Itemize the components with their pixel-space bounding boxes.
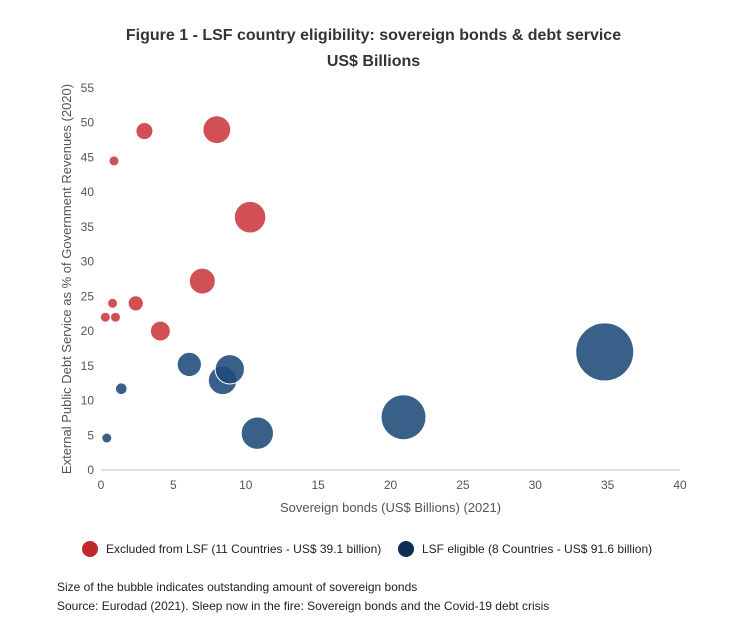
y-tick-label: 30 [81,255,95,269]
bubble [214,354,245,385]
bubble [575,322,635,382]
y-tick-label: 10 [81,394,95,408]
x-tick-label: 15 [311,478,325,492]
bubble [99,311,111,323]
legend-label-eligible: LSF eligible (8 Countries - US$ 91.6 bil… [422,542,653,556]
legend-label-excluded: Excluded from LSF (11 Countries - US$ 39… [106,542,382,556]
bubble [202,115,232,145]
y-tick-label: 40 [81,185,95,199]
y-tick-label: 55 [81,81,95,95]
bubble [149,320,171,342]
y-tick-label: 5 [87,428,94,442]
x-tick-label: 30 [529,478,543,492]
x-tick-label: 5 [170,478,177,492]
bubble-chart: 0 5 10 15 20 25 30 35 40 0 5 10 15 20 25 30 35 40 45 50 55 So… [59,81,687,515]
bubble [380,394,427,441]
footnote: Size of the bubble indicates outstanding… [57,580,418,594]
chart-subtitle: US$ Billions [326,53,421,70]
x-tick-label: 20 [384,478,398,492]
y-tick-label: 15 [81,359,95,373]
y-tick-label: 25 [81,289,95,303]
y-axis-title: External Public Debt Service as % of Gov… [59,84,74,474]
y-tick-label: 35 [81,220,95,234]
x-tick-label: 0 [98,478,105,492]
legend-marker-excluded [82,541,98,557]
bubble [127,295,144,312]
x-tick-label: 35 [601,478,615,492]
x-tick-label: 10 [239,478,253,492]
x-tick-label: 40 [673,478,687,492]
legend-item-eligible: LSF eligible (8 Countries - US$ 91.6 bil… [398,541,652,557]
legend-item-excluded: Excluded from LSF (11 Countries - US$ 39… [82,541,381,557]
source-note: Source: Eurodad (2021). Sleep now in the… [57,599,550,613]
bubble [240,416,274,450]
bubble [233,200,267,234]
y-tick-label: 45 [81,150,95,164]
x-axis-title: Sovereign bonds (US$ Billions) (2021) [280,500,501,515]
legend-marker-eligible [398,541,414,557]
x-tick-label: 25 [456,478,470,492]
bubble [109,311,121,323]
bubble [114,382,128,396]
bubble [135,122,154,141]
bubble [107,297,119,309]
bubble [188,267,216,295]
y-tick-label: 0 [87,463,94,477]
chart-title: Figure 1 - LSF country eligibility: sove… [125,27,622,44]
bubble [101,432,113,444]
y-tick-label: 20 [81,324,95,338]
y-tick-label: 50 [81,116,95,130]
bubble [176,351,202,378]
bubble [108,155,120,167]
